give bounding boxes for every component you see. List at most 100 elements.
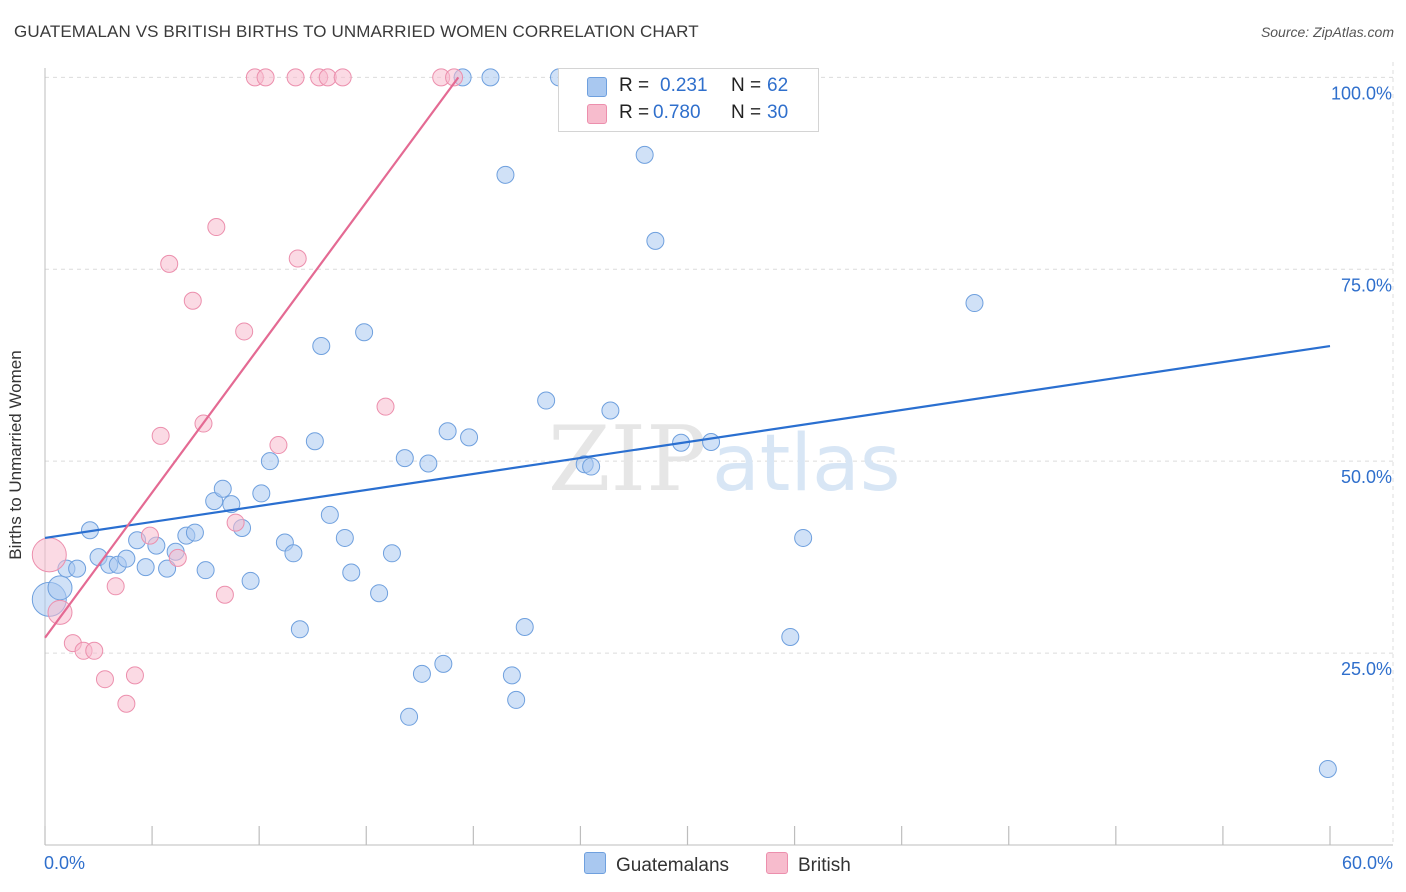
data-point-british	[168, 548, 187, 567]
y-tick-label: 100.0%	[1331, 83, 1392, 103]
data-point-british	[85, 641, 104, 660]
data-point-guatemalans	[117, 549, 136, 568]
data-point-guatemalans	[481, 68, 500, 87]
data-point-guatemalans	[794, 528, 813, 547]
data-point-british	[286, 68, 305, 87]
data-point-guatemalans	[342, 563, 361, 582]
data-point-guatemalans	[460, 428, 479, 447]
data-point-guatemalans	[284, 544, 303, 563]
data-point-british	[47, 599, 73, 625]
tick-labels: 25.0% 50.0% 75.0% 100.0% 0.0% 60.0%	[44, 83, 1393, 873]
data-point-british	[207, 218, 226, 237]
data-point-guatemalans	[582, 457, 601, 476]
trendline-british	[44, 76, 460, 639]
data-point-guatemalans	[305, 432, 324, 451]
legend-swatch-guatemalans	[587, 77, 607, 97]
data-point-guatemalans	[965, 294, 984, 313]
data-point-british	[140, 526, 159, 545]
data-point-guatemalans	[507, 690, 526, 709]
data-point-guatemalans	[68, 559, 87, 578]
data-point-guatemalans	[601, 401, 620, 420]
data-point-british	[445, 68, 464, 87]
data-point-guatemalans	[213, 479, 232, 498]
data-point-guatemalans	[434, 654, 453, 673]
legend-r-value: 0.780	[653, 102, 701, 123]
legend-label-guatemalans: Guatemalans	[616, 855, 730, 876]
data-point-british	[318, 68, 337, 87]
data-point-british	[151, 426, 170, 445]
data-point-guatemalans	[635, 145, 654, 164]
stats-legend: R = 0.231 N = 62 R = 0.780 N = 30	[558, 68, 819, 132]
y-tick-label: 25.0%	[1341, 659, 1392, 679]
data-point-british	[226, 513, 245, 532]
chart-title: GUATEMALAN VS BRITISH BIRTHS TO UNMARRIE…	[14, 22, 699, 41]
legend-r-value: 0.231	[660, 75, 708, 96]
legend-item-british: British	[766, 852, 851, 877]
data-point-guatemalans	[312, 337, 331, 356]
data-point-guatemalans	[781, 627, 800, 646]
data-point-guatemalans	[355, 323, 374, 342]
legend-swatch-guatemalans	[584, 852, 606, 874]
data-point-british	[117, 694, 136, 713]
axes	[44, 68, 1393, 846]
data-point-british	[235, 322, 254, 341]
data-point-british	[288, 249, 307, 268]
legend-n-label: N =	[731, 102, 762, 123]
legend-r-label: R =	[619, 102, 650, 123]
data-point-british	[376, 397, 395, 416]
data-point-british	[160, 254, 179, 273]
data-point-guatemalans	[290, 620, 309, 639]
data-point-guatemalans	[502, 666, 521, 685]
trendlines	[44, 76, 1331, 639]
x-tick-label: 60.0%	[1342, 853, 1393, 873]
trendline-guatemalans	[44, 344, 1331, 540]
data-point-guatemalans	[412, 664, 431, 683]
data-point-guatemalans	[320, 505, 339, 524]
data-point-guatemalans	[252, 484, 271, 503]
data-point-british	[215, 585, 234, 604]
data-point-guatemalans	[241, 571, 260, 590]
y-axis-label: Births to Unmarried Women	[6, 350, 25, 560]
data-point-guatemalans	[646, 231, 665, 250]
data-point-british	[183, 291, 202, 310]
data-point-guatemalans	[395, 449, 414, 468]
x-tick-label: 0.0%	[44, 853, 85, 873]
data-point-guatemalans	[370, 584, 389, 603]
data-point-guatemalans	[496, 165, 515, 184]
legend-r-label: R =	[619, 75, 650, 96]
legend-n-value: 30	[767, 102, 789, 123]
y-tick-label: 50.0%	[1341, 467, 1392, 487]
legend-n-value: 62	[767, 75, 789, 96]
legend-swatch-british	[766, 852, 788, 874]
legend-item-guatemalans: Guatemalans	[584, 852, 729, 877]
data-point-guatemalans	[335, 528, 354, 547]
data-point-british	[125, 666, 144, 685]
data-point-british	[95, 670, 114, 689]
source-credit: Source: ZipAtlas.com	[1260, 24, 1394, 40]
legend-n-label: N =	[731, 75, 762, 96]
data-point-guatemalans	[136, 558, 155, 577]
data-point-guatemalans	[702, 432, 721, 451]
watermark-atlas: atlas	[712, 419, 901, 509]
data-point-guatemalans	[515, 617, 534, 636]
data-point-guatemalans	[185, 523, 204, 542]
data-point-british	[269, 436, 288, 455]
data-point-guatemalans	[260, 452, 279, 471]
legend-swatch-british	[587, 104, 607, 124]
y-tick-label: 75.0%	[1341, 275, 1392, 295]
legend-label-british: British	[798, 855, 851, 876]
data-point-british	[31, 537, 67, 573]
data-point-guatemalans	[537, 391, 556, 410]
data-point-guatemalans	[419, 454, 438, 473]
data-point-guatemalans	[438, 422, 457, 441]
data-point-guatemalans	[400, 707, 419, 726]
data-point-guatemalans	[47, 575, 73, 601]
data-point-british	[106, 577, 125, 596]
data-point-guatemalans	[382, 544, 401, 563]
data-point-guatemalans	[158, 559, 177, 578]
watermark: ZIP atlas	[548, 407, 901, 512]
data-point-guatemalans	[205, 492, 224, 511]
data-point-guatemalans	[1318, 760, 1337, 779]
data-point-british	[333, 68, 352, 87]
